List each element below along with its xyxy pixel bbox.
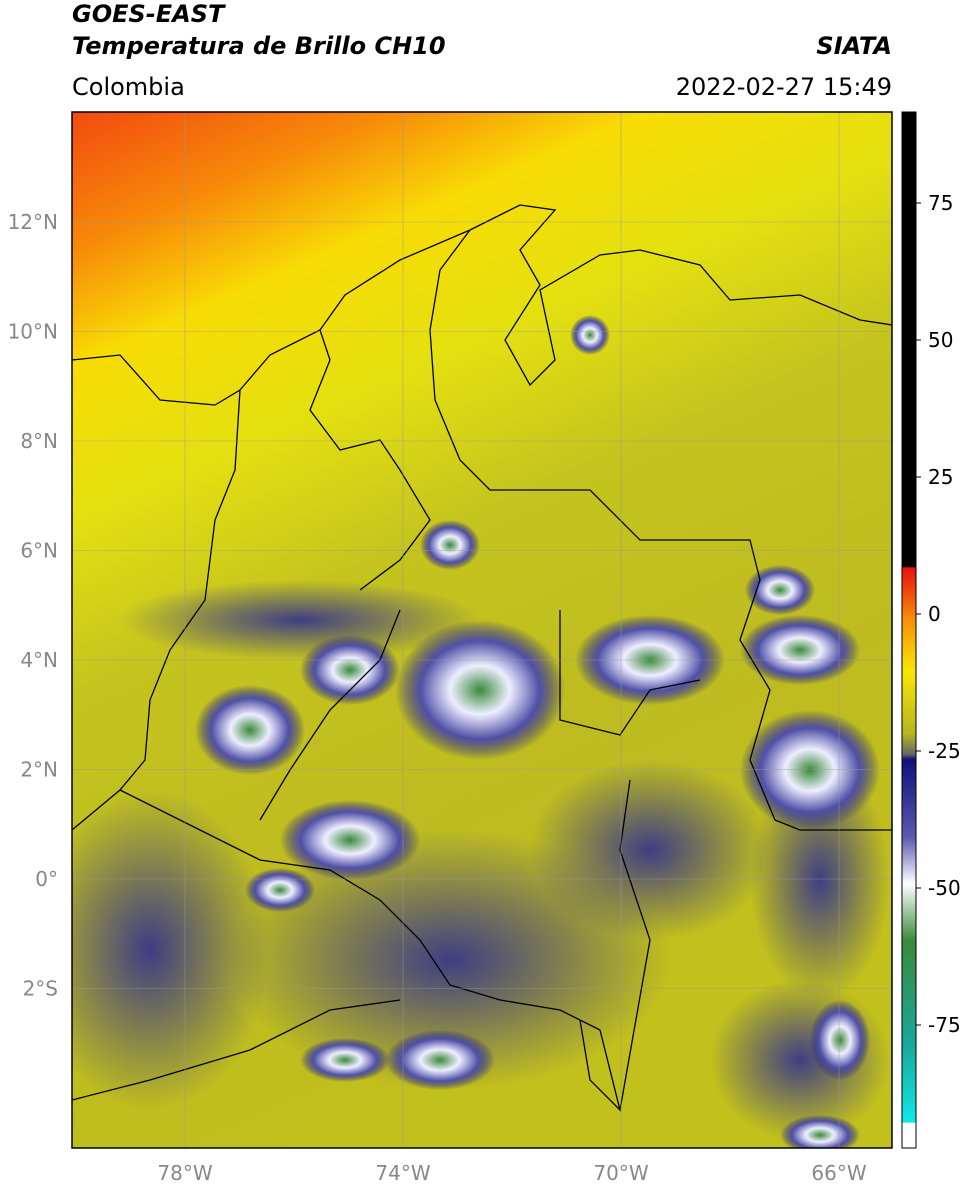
colorbar-tick-label: -50 bbox=[928, 876, 961, 900]
lat-label: 12°N bbox=[8, 210, 58, 234]
lat-label: 2°N bbox=[20, 758, 58, 782]
colorbar-tick-label: 0 bbox=[928, 602, 941, 626]
satellite-image bbox=[72, 112, 892, 1148]
lat-label: 8°N bbox=[20, 429, 58, 453]
colorbar-tick-label: 75 bbox=[928, 191, 953, 215]
lat-label: 4°N bbox=[20, 648, 58, 672]
colorbar-tick-label: 25 bbox=[928, 465, 953, 489]
lon-label: 70°W bbox=[593, 1161, 648, 1185]
title: GOES-EAST bbox=[72, 0, 226, 28]
map-frame bbox=[71, 111, 893, 1149]
lon-label: 66°W bbox=[811, 1161, 866, 1185]
lat-label: 6°N bbox=[20, 539, 58, 563]
lat-label: 2°S bbox=[23, 977, 58, 1001]
lon-label: 78°W bbox=[157, 1161, 212, 1185]
colorbar-tick-label: -75 bbox=[928, 1013, 961, 1037]
lat-label: 0° bbox=[35, 867, 58, 891]
colorbar-tick-label: -25 bbox=[928, 739, 961, 763]
subtitle: Temperatura de Brillo CH10 bbox=[72, 32, 446, 60]
region: Colombia bbox=[72, 73, 185, 101]
colorbar bbox=[901, 111, 917, 1149]
datetime: 2022-02-27 15:49 bbox=[676, 73, 892, 101]
lon-label: 74°W bbox=[375, 1161, 430, 1185]
lat-label: 10°N bbox=[8, 320, 58, 344]
colorbar-tick-label: 50 bbox=[928, 328, 953, 352]
source: SIATA bbox=[816, 32, 892, 60]
